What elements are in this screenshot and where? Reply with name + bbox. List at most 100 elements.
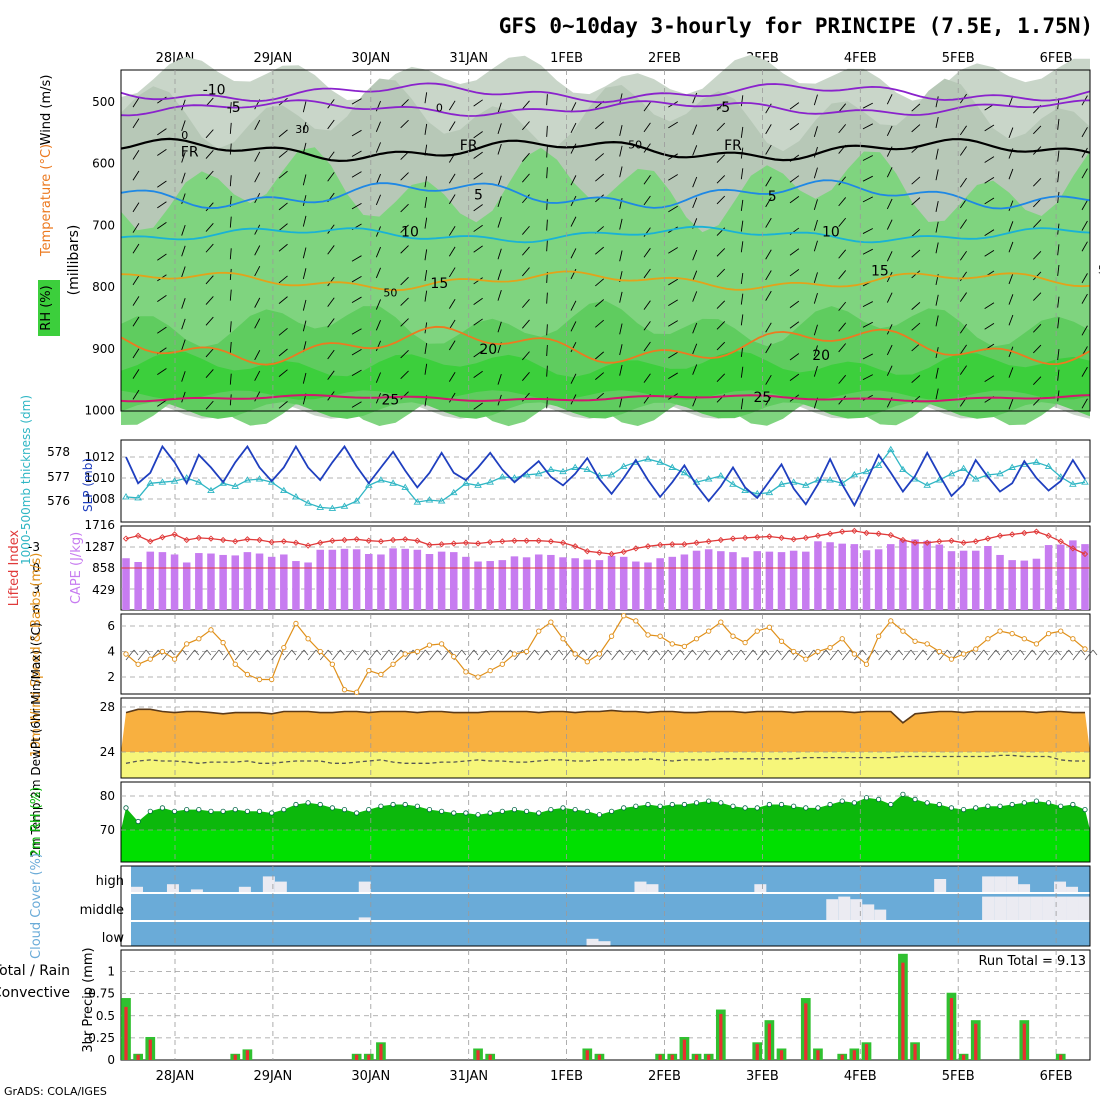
wind-barb (570, 341, 577, 353)
wind-barb (181, 266, 186, 278)
wind-barb (984, 323, 995, 330)
wind-barb (935, 96, 939, 108)
wind-barb (229, 248, 232, 260)
thickness-marker (316, 503, 325, 510)
wind-speed-marker (305, 636, 311, 642)
wind-barb (521, 319, 530, 329)
surface-wind-barb (137, 649, 147, 661)
isotherm-line (120, 137, 1091, 163)
thickness-marker (134, 494, 142, 501)
thickness-marker (292, 493, 300, 500)
bottom-date-label: 1FEB (550, 1069, 583, 1084)
wind-speed-marker (681, 643, 688, 650)
wind-barb (448, 121, 456, 132)
li-marker (887, 531, 894, 539)
wind-barb (813, 146, 818, 158)
rh-marker (693, 800, 700, 806)
wind-barb (424, 249, 428, 261)
cloud-clear-bar (826, 899, 839, 920)
surface-wind-barb-flag (582, 649, 588, 656)
wind-barb (351, 98, 362, 105)
surface-wind-barb-flag (777, 649, 782, 656)
wind-speed-marker (851, 651, 858, 657)
li-marker (414, 537, 421, 544)
surface-wind-barb (769, 649, 778, 661)
wind-barb (789, 122, 800, 131)
cape-bar (352, 549, 361, 610)
cape-bar (619, 556, 628, 610)
thickness-marker (474, 481, 482, 488)
cape-bar (158, 552, 167, 610)
slp-tick-label: 1012 (84, 450, 115, 464)
wind-speed-marker (487, 667, 493, 674)
bottom-date-axis: 28JAN 29JAN 30JAN 31JAN 1FEB 2FEB 3FEB 4FEB 5FEB… (156, 1069, 1073, 1084)
cape-bar (1069, 540, 1077, 610)
wind-barb (132, 202, 140, 213)
wind-barb (327, 245, 335, 255)
rh-marker (1045, 800, 1052, 806)
rh-marker (706, 798, 712, 804)
wind-barb (570, 175, 577, 186)
wind-barb (181, 245, 186, 257)
wind-barb (546, 344, 548, 356)
surface-wind-barb (162, 649, 171, 661)
wind-barb (984, 249, 995, 257)
surface-wind-barb-flag (837, 649, 843, 656)
li-marker (644, 543, 652, 550)
li-marker (438, 541, 445, 548)
thickness-marker (340, 502, 349, 509)
rh-marker (839, 798, 845, 804)
precip-convective-bar (124, 1006, 128, 1060)
surface-wind-barb (841, 649, 851, 661)
cloud-clear-bar (274, 881, 287, 892)
wind-barb (935, 201, 939, 212)
surface-wind-barb-flag (825, 649, 831, 656)
wind-barb (813, 167, 818, 179)
surface-wind-barb (1023, 649, 1033, 661)
wind-barb (595, 153, 605, 161)
surface-wind-barb (526, 649, 535, 661)
thickness-marker (935, 476, 944, 483)
wind-barb (254, 245, 261, 256)
wind-barb (619, 364, 623, 376)
wind-speed-marker (463, 669, 469, 675)
wind-barb (132, 369, 140, 379)
bottom-date-label: 6FEB (1040, 1069, 1073, 1084)
rh-marker (475, 812, 481, 818)
precip-convective-bar (804, 1003, 808, 1060)
cape-bar (559, 557, 567, 610)
wind-barb (375, 194, 381, 206)
li-marker (474, 540, 482, 547)
wind-barb (157, 180, 167, 188)
wind-speed-marker (1033, 641, 1040, 647)
top-date-axis: 28JAN 29JAN 30JAN 31JAN 1FEB 2FEB 3FEB 4FEB 5FEB… (156, 51, 1073, 66)
wind-barb (473, 204, 483, 212)
rh-marker (305, 800, 311, 806)
cape-bar (571, 558, 579, 610)
wind-barb (327, 119, 335, 130)
wind-barb (765, 290, 772, 301)
li-marker (656, 541, 664, 549)
cape-bar (1044, 545, 1053, 610)
wind-barb (181, 225, 186, 236)
wind-barb (181, 120, 186, 131)
rh-marker (912, 796, 918, 803)
rh-marker (487, 810, 493, 816)
surface-wind-barb (380, 649, 390, 661)
li-marker (620, 548, 627, 556)
cape-bar (1032, 558, 1041, 610)
isotherm-line (120, 82, 1091, 104)
wind-barb (643, 195, 651, 206)
li-marker (863, 529, 870, 537)
wind-barb (229, 122, 232, 134)
rh-marker (584, 808, 590, 814)
wind-barb (229, 216, 232, 228)
cape-bar (280, 554, 288, 610)
rh-marker (645, 801, 651, 808)
wind-barb (692, 291, 698, 302)
thickness-marker (656, 458, 664, 465)
wind-barb (984, 156, 995, 163)
rh-marker (778, 801, 785, 808)
wind-barb (375, 173, 381, 185)
wind-barb (424, 363, 428, 375)
